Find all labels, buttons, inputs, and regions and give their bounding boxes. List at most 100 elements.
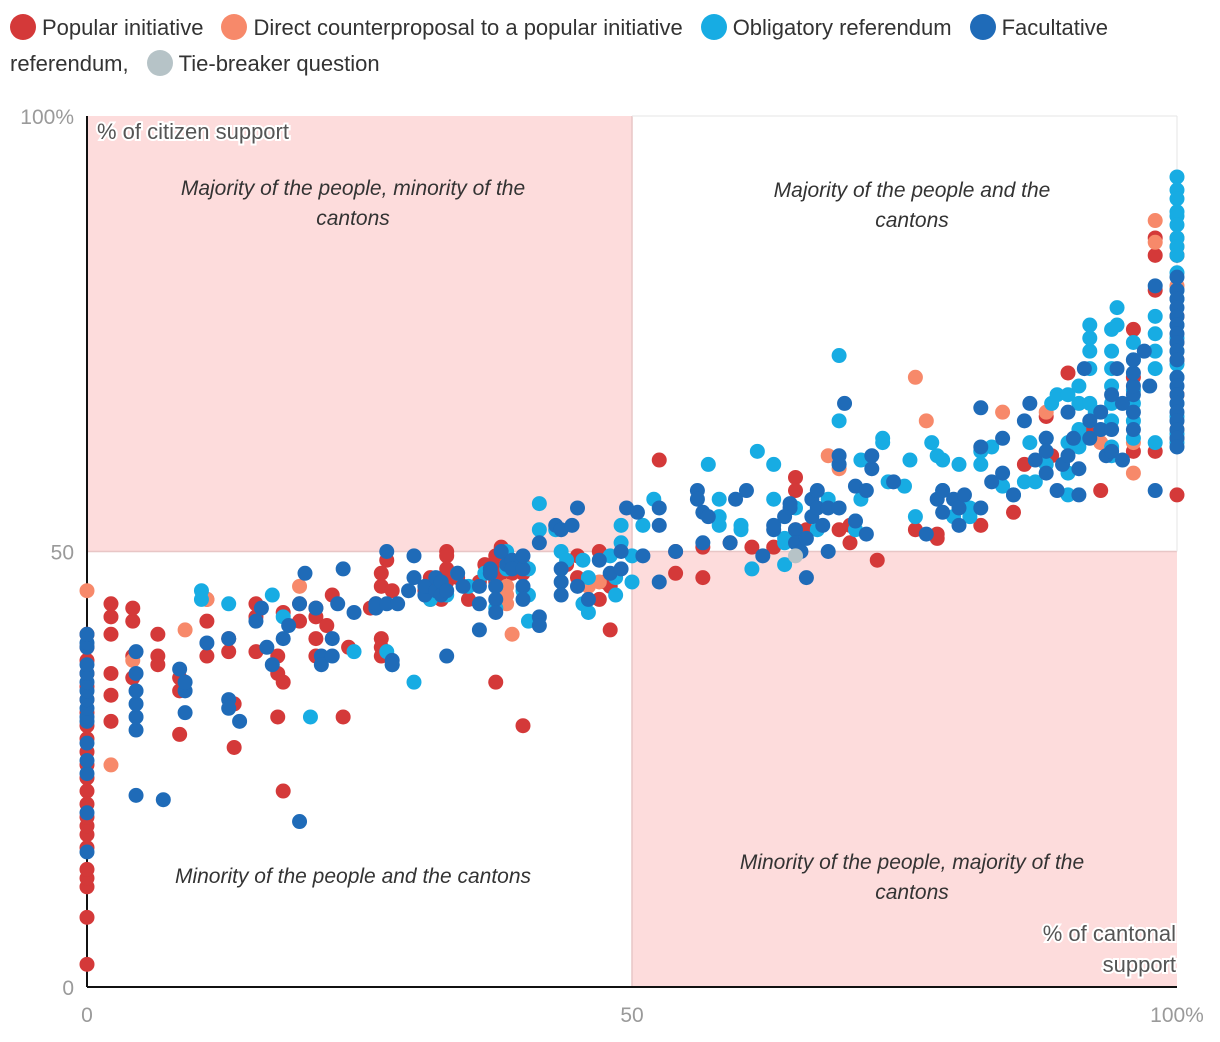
data-point — [368, 596, 384, 612]
quadrant-label-top-right: cantons — [875, 209, 949, 232]
data-point — [1169, 269, 1185, 285]
data-point — [1060, 365, 1076, 381]
data-point — [390, 596, 406, 612]
legend-item: Tie-breaker question — [146, 50, 380, 76]
data-point — [401, 583, 417, 599]
data-point — [837, 395, 853, 411]
legend-item: Direct counterproposal to a popular init… — [221, 14, 683, 40]
data-point — [570, 578, 585, 594]
data-point — [248, 613, 264, 629]
data-point — [531, 496, 547, 512]
data-point — [253, 600, 269, 616]
data-point — [439, 548, 455, 564]
data-point — [488, 578, 504, 594]
quadrant-label-top-left: cantons — [316, 207, 390, 230]
data-point — [531, 618, 547, 634]
data-point — [259, 639, 275, 655]
data-point — [695, 535, 711, 551]
data-point — [831, 448, 847, 464]
data-point — [700, 509, 716, 525]
data-point — [831, 500, 847, 516]
data-point — [1109, 317, 1125, 333]
data-point — [1125, 352, 1141, 368]
data-point — [651, 452, 667, 468]
data-point — [79, 626, 95, 642]
data-point — [651, 500, 667, 516]
data-point — [1071, 461, 1087, 477]
y-tick-label: 50 — [51, 542, 74, 565]
data-point — [788, 483, 803, 499]
y-tick-label: 100% — [20, 106, 74, 129]
data-point — [515, 561, 531, 577]
data-point — [864, 461, 880, 477]
data-point — [1006, 504, 1021, 520]
data-point — [1169, 487, 1185, 503]
data-point — [270, 709, 286, 725]
data-point — [193, 591, 209, 607]
data-point — [995, 430, 1011, 446]
data-point — [749, 443, 765, 459]
data-point — [613, 561, 629, 577]
data-point — [308, 600, 324, 616]
data-point — [591, 552, 607, 568]
data-point — [128, 644, 144, 660]
data-point — [346, 644, 362, 660]
data-point — [335, 561, 351, 577]
data-point — [221, 700, 237, 716]
data-point — [79, 861, 95, 877]
legend-item: Popular initiative — [10, 14, 203, 40]
data-point — [956, 487, 972, 503]
data-point — [384, 583, 400, 599]
data-point — [1125, 378, 1141, 394]
data-point — [406, 674, 422, 690]
data-point — [935, 504, 951, 520]
data-point — [629, 504, 645, 520]
legend-swatch — [969, 14, 996, 40]
quadrant-label-top-left: Majority of the people, minority of the — [181, 177, 525, 200]
data-point — [292, 578, 308, 594]
data-point — [886, 474, 902, 490]
data-point — [515, 548, 531, 564]
data-point — [1169, 217, 1185, 233]
data-point — [297, 565, 313, 581]
data-point — [728, 491, 744, 507]
data-point — [103, 757, 119, 773]
legend-item: Facultative referendum, — [10, 14, 1108, 76]
data-point — [689, 491, 705, 507]
data-point — [1071, 487, 1087, 503]
data-point — [1038, 430, 1054, 446]
data-point — [1125, 404, 1141, 420]
legend-swatch — [146, 50, 173, 76]
data-point — [1022, 395, 1038, 411]
data-point — [103, 665, 119, 681]
data-point — [1147, 361, 1163, 377]
data-point — [199, 613, 215, 629]
data-point — [439, 648, 455, 664]
data-point — [608, 587, 624, 603]
x-tick-label: 0 — [81, 1004, 93, 1027]
data-point — [1082, 343, 1098, 359]
data-point — [564, 517, 580, 533]
data-point — [777, 535, 793, 551]
data-point — [379, 596, 395, 612]
data-point — [128, 787, 144, 803]
data-point — [831, 413, 847, 429]
data-point — [1071, 395, 1087, 411]
legend-item: Obligatory referendum — [700, 14, 952, 40]
data-point — [1104, 343, 1120, 359]
data-point — [1142, 378, 1158, 394]
data-point — [1093, 404, 1109, 420]
data-point — [292, 814, 308, 830]
data-point — [782, 496, 798, 512]
data-point — [103, 626, 119, 642]
data-point — [973, 400, 989, 416]
data-point — [264, 587, 280, 603]
legend-label: Facultative referendum, — [10, 15, 1108, 76]
data-point — [79, 956, 95, 972]
data-point — [128, 665, 144, 681]
data-point — [924, 435, 940, 451]
quadrant-shade-bottom-right — [632, 551, 1177, 987]
data-point — [755, 548, 771, 564]
data-point — [488, 674, 504, 690]
data-point — [798, 530, 814, 546]
